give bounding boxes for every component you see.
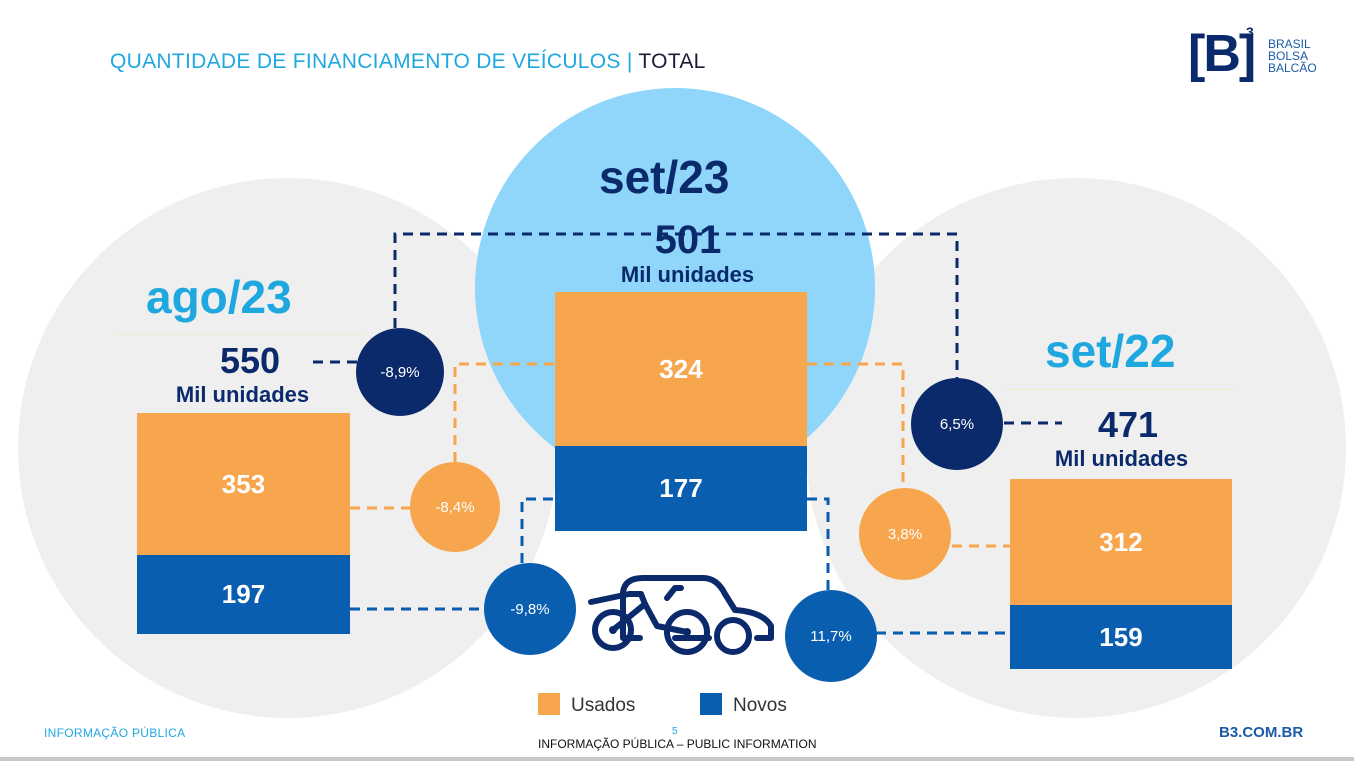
page-number: 5 [672,726,678,737]
footer-classification-left: INFORMAÇÃO PÚBLICA [44,726,186,740]
legend-swatch-novos [700,693,722,715]
period-underline-left [115,334,365,335]
bubble-novos-vs-set22-value: 11,7% [810,627,852,645]
bubble-usados-vs-ago23: -8,4% [410,462,500,552]
bar-usados-set23: 324 [555,292,807,446]
logo-mark: [B] [1188,25,1256,83]
bar-usados-ago23: 353 [137,413,350,555]
total-value-set22: 471 [1097,404,1159,445]
unit-label-set23: Mil unidades [620,262,755,287]
bar-label-novos-ago23: 197 [221,579,266,609]
legend-label-novos: Novos [733,695,787,716]
period-label-set22: set/22 [1045,325,1176,377]
unit-label-set22: Mil unidades [1054,446,1189,471]
bubble-usados-vs-set22-value: 3,8% [887,525,923,543]
bubble-novos-vs-ago23-value: -9,8% [510,600,550,618]
b3-logo: [B] 3 BRASIL BOLSA BALCÃO [1188,24,1328,88]
title-suffix: TOTAL [638,50,706,73]
vehicle-icon [588,575,774,655]
legend-swatch-usados [538,693,560,715]
bar-label-novos-set22: 159 [1099,621,1143,652]
bar-novos-set22: 159 [1010,605,1232,669]
bubble-usados-vs-set22: 3,8% [859,488,951,580]
bubble-novos-vs-set22: 11,7% [785,590,877,682]
period-label-ago23: ago/23 [146,271,292,323]
logo-text: BRASIL BOLSA BALCÃO [1268,38,1317,74]
bubble-total-vs-set22-value: 6,5% [939,415,975,433]
bubble-novos-vs-ago23: -9,8% [484,563,576,655]
bar-label-usados-set23: 324 [659,353,703,384]
bar-label-novos-set23: 177 [659,473,703,503]
bar-novos-set23: 177 [555,446,807,531]
period-underline-right [1005,389,1237,390]
bar-label-usados-set22: 312 [1099,526,1143,557]
bubble-usados-vs-ago23-value: -8,4% [435,498,475,516]
footer-classification-center: INFORMAÇÃO PÚBLICA – PUBLIC INFORMATION [538,737,817,751]
page-title: QUANTIDADE DE FINANCIAMENTO DE VEÍCULOS … [110,50,706,74]
bubble-total-vs-ago23: -8,9% [356,328,444,416]
bubble-total-vs-ago23-value: -8,9% [380,363,420,381]
logo-superscript: 3 [1246,24,1254,40]
bubble-total-vs-set22: 6,5% [911,378,1003,470]
bar-usados-set22: 312 [1010,479,1232,605]
period-label-set23: set/23 [599,151,730,203]
legend-label-usados: Usados [571,695,636,716]
logo-line-3: BALCÃO [1268,61,1317,75]
total-value-set23: 501 [654,218,722,262]
footer-website-link[interactable]: B3.COM.BR [1219,724,1304,741]
logo-line-1: BRASIL [1268,37,1311,51]
title-main: QUANTIDADE DE FINANCIAMENTO DE VEÍCULOS … [110,50,633,73]
footer-bottom-bar [0,757,1354,761]
unit-label-ago23: Mil unidades [175,382,310,407]
logo-line-2: BOLSA [1268,49,1309,63]
bar-label-usados-ago23: 353 [221,468,266,499]
bar-novos-ago23: 197 [137,555,350,634]
total-value-ago23: 550 [219,340,281,381]
